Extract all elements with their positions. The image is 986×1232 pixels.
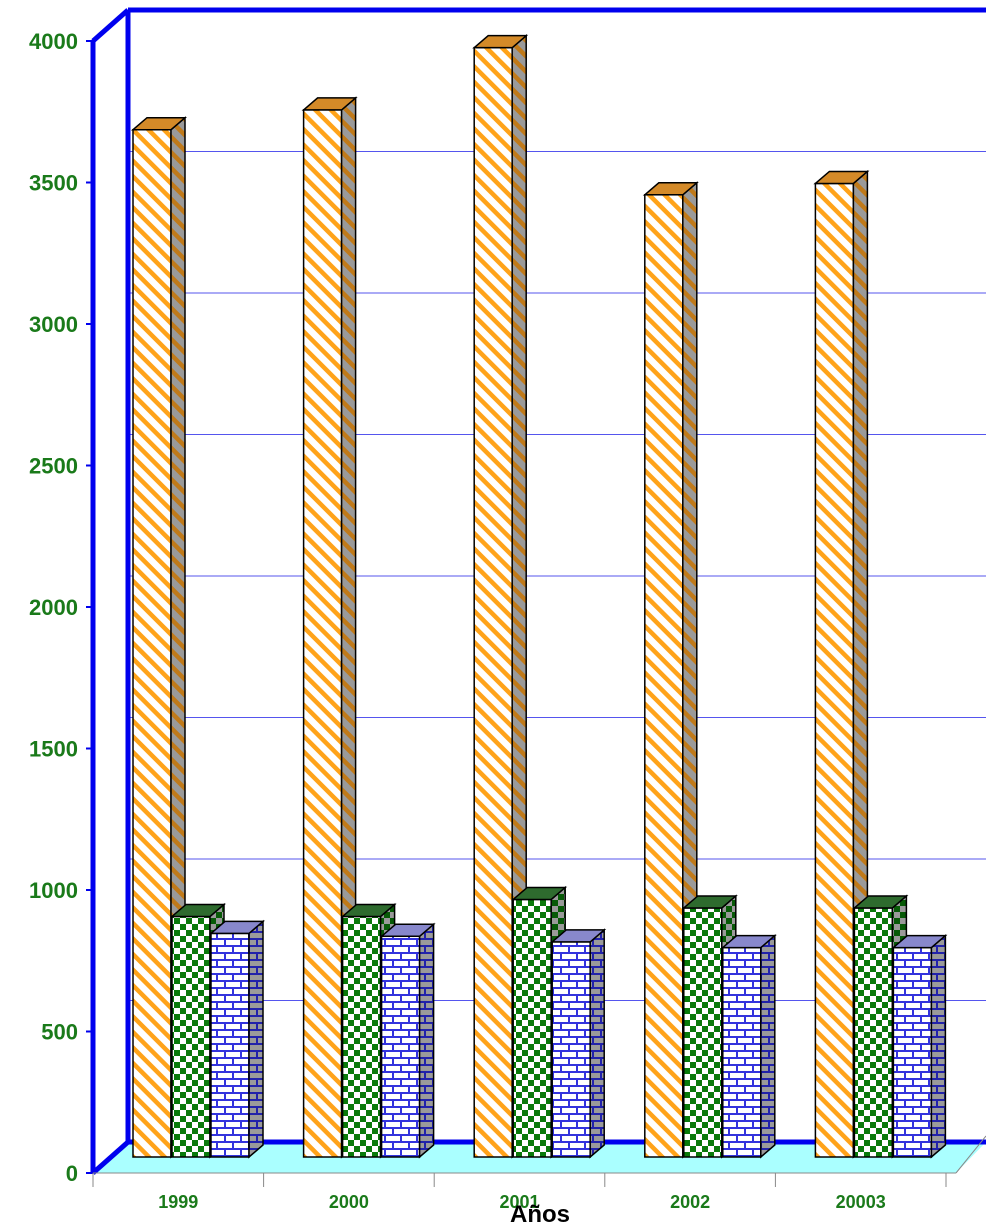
floor-right-edge (955, 1135, 986, 1174)
y-tick-label: 0 (66, 1161, 78, 1186)
bar-series-1 (301, 96, 358, 1159)
bar-series-1 (472, 34, 529, 1159)
x-tick-label: 1999 (158, 1192, 198, 1212)
side-wall-bottom-edge (91, 1140, 130, 1175)
y-tick-label: 1500 (29, 737, 78, 762)
side-wall-top-edge (91, 8, 130, 43)
y-tick-label: 4000 (29, 29, 78, 54)
bar-series-1 (130, 116, 188, 1159)
x-tick-label: 20003 (836, 1192, 886, 1212)
x-tick-label: 2001 (499, 1192, 539, 1212)
bar-series-1 (813, 169, 870, 1159)
x-tick-label: 2002 (670, 1192, 710, 1212)
y-tick-label: 1000 (29, 878, 78, 903)
bar-series-3 (379, 922, 436, 1159)
x-tick-label: 2000 (329, 1192, 369, 1212)
bar-series-3 (208, 919, 266, 1159)
x-axis-title: Años (510, 1201, 570, 1228)
y-tick-label: 2000 (29, 595, 78, 620)
bar-series-3 (550, 928, 607, 1159)
bar-series-3 (720, 933, 777, 1159)
y-tick-label: 500 (41, 1020, 78, 1045)
y-tick-label: 3000 (29, 312, 78, 337)
y-tick-label: 2500 (29, 454, 78, 479)
bar-series-3 (891, 933, 948, 1159)
y-tick-label: 3500 (29, 171, 78, 196)
